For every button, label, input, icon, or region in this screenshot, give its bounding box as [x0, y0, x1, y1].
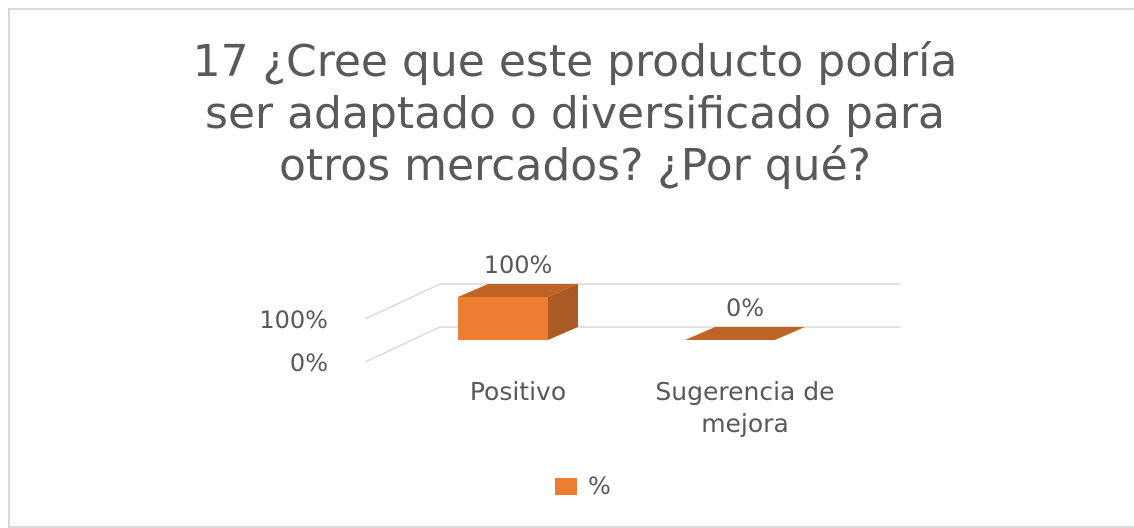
- y-tick-label: 100%: [259, 306, 328, 334]
- data-label: 0%: [726, 294, 764, 322]
- legend-label: %: [588, 472, 611, 500]
- chart-title: 17 ¿Cree que este producto podría ser ad…: [192, 36, 958, 191]
- y-tick-label: 0%: [290, 349, 328, 377]
- x-tick-label: Sugerencia de mejora: [655, 377, 835, 438]
- bar-top: [685, 327, 805, 340]
- bar-side: [548, 284, 578, 340]
- bar: [458, 297, 548, 340]
- legend-swatch: [555, 478, 577, 495]
- data-label: 100%: [484, 251, 553, 279]
- grid-line: [364, 326, 441, 363]
- grid-line: [364, 283, 441, 320]
- bar-top: [458, 284, 578, 297]
- x-tick-label: Positivo: [469, 377, 567, 406]
